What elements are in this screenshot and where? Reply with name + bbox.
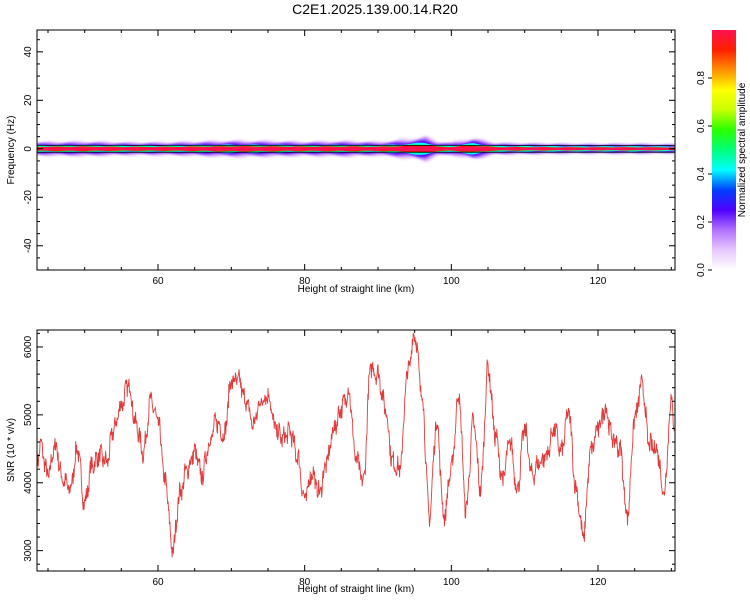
figure-title: C2E1.2025.139.00.14.R20 xyxy=(292,1,458,17)
snr-frame xyxy=(36,329,676,572)
snr-x-tick-label: 80 xyxy=(299,577,311,588)
colorbar-tick-label: 0.6 xyxy=(696,119,707,133)
spectrogram-y-axis-label: Frequency (Hz) xyxy=(6,116,17,185)
colorbar-ticks: 0.0 0.2 0.4 0.6 0.8 xyxy=(696,71,712,277)
colorbar: 0.0 0.2 0.4 0.6 0.8 Normalized spectral ampl… xyxy=(696,30,748,277)
spectrogram-y-ticks: -40 -20 0 20 40 xyxy=(23,39,675,271)
snr-x-ticks: 60 80 100 120 xyxy=(47,330,672,588)
spectrogram-x-tick-label: 80 xyxy=(299,276,311,287)
snr-x-axis-label: Height of straight line (km) xyxy=(298,584,415,595)
snr-x-tick-label: 100 xyxy=(443,577,460,588)
colorbar-gradient xyxy=(712,30,736,270)
snr-y-tick-label: 4000 xyxy=(23,471,34,494)
spectrogram-panel: 60 80 100 120 -40 -20 0 20 40 Height of straigh… xyxy=(6,29,676,295)
spectrogram-heatmap xyxy=(37,135,675,163)
snr-plot-area xyxy=(37,330,675,571)
snr-x-tick-label: 60 xyxy=(152,577,164,588)
colorbar-label: Normalized spectral amplitude xyxy=(737,82,748,217)
snr-y-tick-label: 6000 xyxy=(23,335,34,358)
spectrogram-frame xyxy=(36,29,676,271)
spectrogram-x-tick-label: 100 xyxy=(443,276,460,287)
spectrogram-y-tick-label: -40 xyxy=(23,238,34,253)
spectrogram-y-tick-label: 40 xyxy=(23,46,34,58)
spectrogram-x-axis-label: Height of straight line (km) xyxy=(298,284,415,295)
spectrogram-x-tick-label: 120 xyxy=(590,276,607,287)
snr-y-axis-label: SNR (10 * v/v) xyxy=(6,418,17,482)
spectrogram-x-tick-label: 60 xyxy=(152,276,164,287)
spectrogram-y-tick-label: -20 xyxy=(23,190,34,205)
snr-series-line xyxy=(37,332,675,558)
colorbar-tick-label: 0.2 xyxy=(696,215,707,229)
colorbar-tick-label: 0.8 xyxy=(696,71,707,85)
spectrogram-y-tick-label: 0 xyxy=(23,146,34,152)
colorbar-tick-label: 0.0 xyxy=(696,263,707,277)
snr-y-ticks: 3000 4000 5000 6000 xyxy=(23,332,675,565)
snr-y-tick-label: 5000 xyxy=(23,403,34,426)
snr-x-tick-label: 120 xyxy=(590,577,607,588)
spectrogram-x-ticks: 60 80 100 120 xyxy=(47,30,672,287)
spectrogram-y-tick-label: 20 xyxy=(23,94,34,106)
snr-y-tick-label: 3000 xyxy=(23,539,34,562)
snr-panel: 60 80 100 120 3000 4000 5000 6000 Height of st… xyxy=(6,329,676,595)
colorbar-tick-label: 0.4 xyxy=(696,167,707,181)
